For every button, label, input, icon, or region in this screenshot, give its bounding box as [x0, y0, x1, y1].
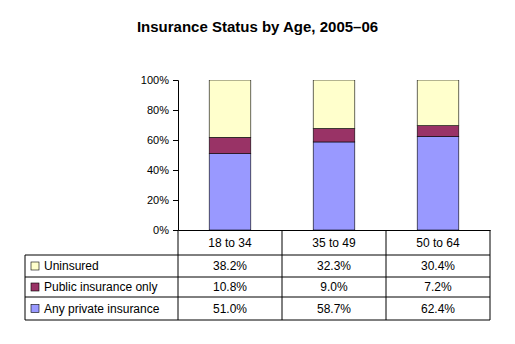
y-tick: 80% — [147, 104, 178, 116]
y-tick: 40% — [147, 164, 178, 176]
table-rows: Uninsured 38.2% 32.3% 30.4% Public insurance… — [31, 259, 455, 316]
table-value: 38.2% — [213, 259, 247, 273]
bar-segment — [313, 142, 355, 230]
y-tick-mark — [173, 80, 178, 81]
x-tick: 35 to 49 — [312, 236, 356, 250]
table-value: 10.8% — [213, 280, 247, 294]
table-line — [25, 277, 490, 278]
legend-label: Uninsured — [44, 259, 99, 273]
table-line — [386, 230, 387, 320]
table-line — [25, 297, 490, 298]
table-value: 51.0% — [213, 302, 247, 316]
table-line — [25, 320, 490, 321]
x-axis-line — [179, 230, 491, 231]
y-tick-mark — [173, 230, 178, 231]
legend-key — [31, 262, 39, 270]
table-value: 7.2% — [424, 280, 452, 294]
y-axis-line — [173, 81, 179, 231]
bar-segment — [417, 136, 459, 230]
bar-segment — [313, 128, 355, 142]
y-tick: 20% — [147, 194, 178, 206]
table-value: 32.3% — [317, 259, 351, 273]
y-tick-mark — [173, 110, 178, 111]
table-line — [25, 255, 26, 320]
title: Insurance Status by Age, 2005–06 — [137, 18, 378, 35]
y-tick-label: 80% — [147, 104, 169, 116]
chart: Insurance Status by Age, 2005–06 0% 20% 40%… — [0, 0, 515, 344]
legend-label: Any private insurance — [44, 302, 160, 316]
y-tick-label: 100% — [141, 74, 169, 86]
y-axis: 0% 20% 40% 60% 80% 100% — [141, 74, 179, 236]
bar-segment — [313, 80, 355, 128]
bar-segment — [417, 80, 459, 126]
bar-segment — [209, 137, 251, 153]
table-value: 9.0% — [320, 280, 348, 294]
y-tick: 60% — [147, 134, 178, 146]
y-tick-mark — [173, 170, 178, 171]
bar-segment — [417, 126, 459, 137]
legend-key — [31, 283, 39, 291]
table-value: 58.7% — [317, 302, 351, 316]
x-tick: 50 to 64 — [416, 236, 460, 250]
y-tick-mark — [173, 140, 178, 141]
legend-key — [31, 305, 39, 313]
y-tick-label: 0% — [153, 224, 169, 236]
bar-segment — [209, 80, 251, 137]
x-axis: 18 to 34 35 to 49 50 to 64 — [179, 231, 491, 250]
data-table — [25, 230, 490, 320]
x-tick-label: 18 to 34 — [208, 236, 252, 250]
table-line — [25, 255, 490, 256]
table-line — [490, 230, 491, 320]
y-tick-label: 20% — [147, 194, 169, 206]
y-tick: 0% — [153, 224, 178, 236]
bars — [209, 80, 459, 230]
table-line — [282, 230, 283, 320]
y-tick: 100% — [141, 74, 178, 86]
legend-label: Public insurance only — [44, 280, 157, 294]
table-value: 62.4% — [421, 302, 455, 316]
y-tick-mark — [173, 200, 178, 201]
y-tick-label: 60% — [147, 134, 169, 146]
x-tick-label: 50 to 64 — [416, 236, 460, 250]
x-tick: 18 to 34 — [208, 236, 252, 250]
bar-segment — [209, 154, 251, 231]
table-value: 30.4% — [421, 259, 455, 273]
y-tick-label: 40% — [147, 164, 169, 176]
table-line — [178, 230, 179, 320]
x-tick-label: 35 to 49 — [312, 236, 356, 250]
